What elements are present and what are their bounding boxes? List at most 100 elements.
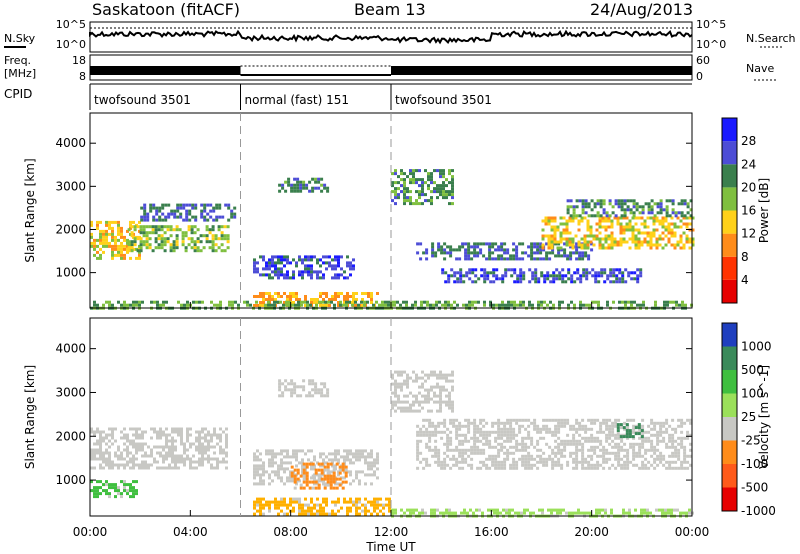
power-cell-9 <box>631 237 635 241</box>
power-cell-3 <box>304 270 307 274</box>
velocity-cell-0 <box>225 436 228 440</box>
power-cell-8 <box>474 280 478 284</box>
power-cell-1 <box>187 237 191 241</box>
velocity-cell-3 <box>305 474 309 478</box>
velocity-cell-7 <box>575 445 579 449</box>
velocity-cell-7 <box>647 466 651 470</box>
power-cell-10 <box>569 214 573 218</box>
power-cell-9 <box>580 237 584 241</box>
power-cell-5 <box>313 298 316 301</box>
velocity-cell-2 <box>355 473 358 477</box>
velocity-cell-7 <box>584 424 588 428</box>
velocity-cell-2 <box>355 452 358 456</box>
power-cell-8 <box>636 274 640 278</box>
power-cell-8 <box>546 271 550 275</box>
velocity-cell-3 <box>323 486 327 490</box>
velocity-cell-7 <box>614 436 618 440</box>
velocity-cell-3 <box>329 477 333 481</box>
power-cell-9 <box>646 234 650 238</box>
power-cell-1 <box>163 237 167 241</box>
power-cell-8 <box>495 277 499 281</box>
velocity-cell-1 <box>114 483 117 487</box>
power-cell-9 <box>622 240 626 244</box>
power-cell-9 <box>571 243 575 247</box>
velocity-cell-7 <box>632 430 636 434</box>
velocity-cell-2 <box>262 482 265 486</box>
velocity-cell-5 <box>370 500 373 504</box>
power-cell-5 <box>259 295 262 298</box>
velocity-cell-7 <box>467 454 471 458</box>
velocity-cell-7 <box>488 439 492 443</box>
power-cell-11 <box>96 303 99 307</box>
power-cell-8 <box>459 271 463 275</box>
power-cell-11 <box>549 300 552 304</box>
velocity-cell-6 <box>394 382 397 386</box>
power-cell-11 <box>444 303 447 307</box>
velocity-cell-7 <box>515 433 519 437</box>
power-cell-7 <box>575 245 579 249</box>
velocity-cell-7 <box>428 436 432 440</box>
velocity-cell-5 <box>364 506 367 510</box>
velocity-cell-9 <box>433 511 436 515</box>
power-cell-10 <box>668 214 672 218</box>
power-cell-9 <box>607 219 611 223</box>
power-cell-2 <box>194 206 198 210</box>
velocity-cell-7 <box>524 460 528 464</box>
velocity-cell-3 <box>320 462 324 466</box>
velocity-cell-0 <box>102 430 105 434</box>
power-cell-8 <box>558 277 562 281</box>
velocity-cell-0 <box>123 463 126 467</box>
velocity-cell-9 <box>547 508 550 512</box>
power-cell-6 <box>409 172 412 176</box>
power-cell-10 <box>578 199 582 203</box>
velocity-cell-7 <box>482 430 486 434</box>
power-cell-2 <box>179 212 183 216</box>
power-cell-3 <box>280 270 283 274</box>
velocity-cell-3 <box>323 465 327 469</box>
velocity-cell-7 <box>545 418 549 422</box>
velocity-cell-5 <box>289 503 292 507</box>
velocity-cell-2 <box>310 476 313 480</box>
power-cell-3 <box>316 258 319 262</box>
velocity-cell-2 <box>256 458 259 462</box>
velocity-cell-0 <box>174 460 177 464</box>
power-cell-3 <box>322 255 325 259</box>
power-cell-7 <box>572 251 576 255</box>
power-cell-7 <box>440 248 444 252</box>
velocity-cell-6 <box>448 403 451 407</box>
power-cell-11 <box>654 303 657 307</box>
velocity-cell-7 <box>629 442 633 446</box>
power-cell-0 <box>96 244 99 248</box>
velocity-cell-9 <box>430 511 433 515</box>
power-cell-11 <box>642 303 645 307</box>
velocity-cell-0 <box>144 463 147 467</box>
velocity-cell-0 <box>156 460 159 464</box>
velocity-cell-0 <box>201 445 204 449</box>
velocity-cell-5 <box>286 503 289 507</box>
velocity-cell-3 <box>320 468 324 472</box>
velocity-cell-7 <box>428 418 432 422</box>
velocity-cell-7 <box>425 427 429 431</box>
power-cell-9 <box>598 216 602 220</box>
power-cell-6 <box>451 178 454 182</box>
power-cell-8 <box>441 268 445 272</box>
power-cell-11 <box>435 303 438 307</box>
velocity-cell-7 <box>593 418 597 422</box>
velocity-cell-9 <box>523 511 526 515</box>
velocity-cell-7 <box>563 421 567 425</box>
power-cell-6 <box>439 175 442 179</box>
velocity-cell-0 <box>210 433 213 437</box>
power-cell-0 <box>90 235 93 239</box>
velocity-cell-0 <box>141 436 144 440</box>
power-cell-11 <box>666 300 669 304</box>
velocity-cell-5 <box>388 506 391 510</box>
velocity-cell-2 <box>292 452 295 456</box>
velocity-cell-7 <box>638 448 642 452</box>
power-cell-3 <box>322 261 325 265</box>
power-cell-7 <box>530 245 534 249</box>
velocity-cell-9 <box>559 508 562 512</box>
power-cell-7 <box>464 257 468 261</box>
power-cell-8 <box>504 271 508 275</box>
power-cell-7 <box>488 242 492 246</box>
power-cell-6 <box>403 196 406 200</box>
